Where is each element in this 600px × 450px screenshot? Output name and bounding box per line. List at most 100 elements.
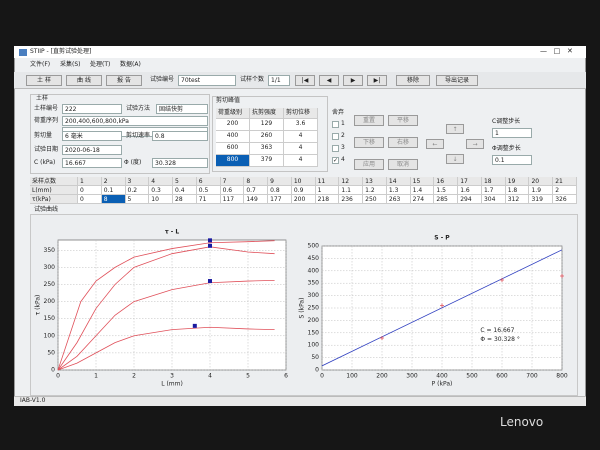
menu-item[interactable]: 文件(F) — [30, 61, 51, 68]
menu-item[interactable]: 数据(A) — [120, 61, 141, 68]
toolbar-button[interactable]: 报 告 — [106, 75, 142, 86]
grid-cell[interactable]: 1.2 — [363, 186, 387, 195]
input[interactable]: 30.328 — [152, 158, 208, 168]
menu-item[interactable]: 采集(S) — [60, 61, 81, 68]
adjust-button[interactable]: 下移 — [354, 137, 384, 148]
checkbox[interactable] — [332, 145, 339, 152]
table-cell[interactable]: 3.6 — [284, 119, 318, 131]
grid-cell[interactable]: 8 — [101, 195, 126, 204]
input[interactable]: 0.8 — [152, 131, 208, 141]
adjust-button[interactable]: 取消 — [388, 159, 418, 170]
checkbox[interactable] — [332, 133, 339, 140]
input[interactable]: 222 — [62, 104, 122, 114]
input[interactable]: 16.667 — [62, 158, 122, 168]
grid-cell[interactable]: 0 — [78, 186, 102, 195]
window-controls[interactable]: — □ ✕ — [540, 47, 573, 55]
nav-button[interactable]: |◀ — [295, 75, 315, 86]
toolbar-button[interactable]: 曲 线 — [66, 75, 102, 86]
grid-cell[interactable]: 0.4 — [173, 186, 197, 195]
grid-header: 2 — [101, 177, 126, 186]
grid-cell[interactable]: 0.5 — [196, 186, 221, 195]
grid-cell[interactable]: 304 — [481, 195, 506, 204]
grid-cell[interactable]: 10 — [149, 195, 174, 204]
grid-cell[interactable]: 294 — [458, 195, 482, 204]
grid-header: 5 — [173, 177, 197, 186]
grid-cell[interactable]: 1.6 — [458, 186, 482, 195]
grid-cell[interactable]: 326 — [553, 195, 577, 204]
grid-cell[interactable]: 200 — [291, 195, 316, 204]
nav-button[interactable]: ◀ — [319, 75, 339, 86]
arrow-button[interactable]: → — [466, 139, 484, 149]
menu-item[interactable]: 处理(T) — [90, 61, 111, 68]
arrow-button[interactable]: ↓ — [446, 154, 464, 164]
table-cell[interactable]: 4 — [284, 155, 318, 167]
grid-cell[interactable]: 1.7 — [481, 186, 506, 195]
count-input[interactable]: 1/1 — [268, 75, 290, 86]
grid-cell[interactable]: 312 — [505, 195, 530, 204]
grid-cell[interactable]: 1.9 — [529, 186, 554, 195]
table-cell[interactable]: 800 — [216, 155, 250, 167]
input[interactable]: 固结快剪 — [156, 104, 208, 114]
grid-cell[interactable]: 2 — [553, 186, 577, 195]
grid-cell[interactable]: 263 — [386, 195, 411, 204]
adjust-button[interactable]: 平移 — [388, 115, 418, 126]
table-cell[interactable]: 129 — [250, 119, 284, 131]
table-cell[interactable]: 4 — [284, 131, 318, 143]
grid-cell[interactable]: 1.5 — [434, 186, 459, 195]
chart-title: S - P — [434, 235, 450, 242]
grid-cell[interactable]: 0.6 — [220, 186, 245, 195]
grid-cell[interactable]: 236 — [339, 195, 364, 204]
arrow-button[interactable]: ← — [426, 139, 444, 149]
export-button[interactable]: 导出记录 — [436, 75, 478, 86]
arrow-button[interactable]: ↑ — [446, 124, 464, 134]
grid-cell[interactable]: 1 — [315, 186, 340, 195]
x-tick-label: 4 — [208, 373, 212, 380]
grid-cell[interactable]: 0.9 — [291, 186, 316, 195]
nav-button[interactable]: ▶ — [343, 75, 363, 86]
table-cell[interactable]: 200 — [216, 119, 250, 131]
nav-button[interactable]: ▶| — [367, 75, 387, 86]
input[interactable]: 2020-06-18 — [62, 145, 122, 155]
adjust-button[interactable]: 应用 — [354, 159, 384, 170]
grid-cell[interactable]: 0 — [78, 195, 102, 204]
grid-cell[interactable]: 1.1 — [339, 186, 364, 195]
grid-cell[interactable]: 0.2 — [125, 186, 150, 195]
input[interactable]: 1 — [492, 128, 532, 138]
test-no-input[interactable]: 70test — [178, 75, 236, 86]
adjust-button[interactable]: 重置 — [354, 115, 384, 126]
table-cell[interactable]: 600 — [216, 143, 250, 155]
grid-cell[interactable]: 0.3 — [149, 186, 174, 195]
checkbox[interactable]: ✓ — [332, 157, 339, 164]
grid-cell[interactable]: 274 — [410, 195, 435, 204]
grid-cell[interactable]: 0.1 — [101, 186, 126, 195]
grid-cell[interactable]: 117 — [220, 195, 245, 204]
grid-cell[interactable]: 1.8 — [505, 186, 530, 195]
grid-cell[interactable]: 1.4 — [410, 186, 435, 195]
table-cell[interactable]: 400 — [216, 131, 250, 143]
remove-button[interactable]: 移除 — [396, 75, 430, 86]
table-cell[interactable]: 4 — [284, 143, 318, 155]
grid-cell[interactable]: 285 — [434, 195, 459, 204]
table-cell[interactable]: 260 — [250, 131, 284, 143]
grid-cell[interactable]: 5 — [125, 195, 150, 204]
input[interactable]: 0.1 — [492, 155, 532, 165]
adjust-button[interactable]: 右移 — [388, 137, 418, 148]
grid-cell[interactable]: 0.8 — [268, 186, 292, 195]
grid-cell[interactable]: 177 — [268, 195, 292, 204]
grid-cell[interactable]: 149 — [244, 195, 269, 204]
grid-cell[interactable]: 1.3 — [386, 186, 411, 195]
table-cell[interactable]: 363 — [250, 143, 284, 155]
grid-cell[interactable]: 0.7 — [244, 186, 269, 195]
table-cell[interactable]: 379 — [250, 155, 284, 167]
y-tick-label: 150 — [44, 315, 56, 322]
curve — [57, 240, 275, 371]
input[interactable]: 200,400,600,800,kPa — [62, 116, 208, 126]
input[interactable]: 6 毫米 — [62, 131, 122, 141]
toolbar-button[interactable]: 土 样 — [26, 75, 62, 86]
grid-cell[interactable]: 28 — [173, 195, 197, 204]
grid-cell[interactable]: 71 — [196, 195, 221, 204]
checkbox[interactable] — [332, 121, 339, 128]
grid-cell[interactable]: 319 — [529, 195, 554, 204]
grid-cell[interactable]: 218 — [315, 195, 340, 204]
grid-cell[interactable]: 250 — [363, 195, 387, 204]
